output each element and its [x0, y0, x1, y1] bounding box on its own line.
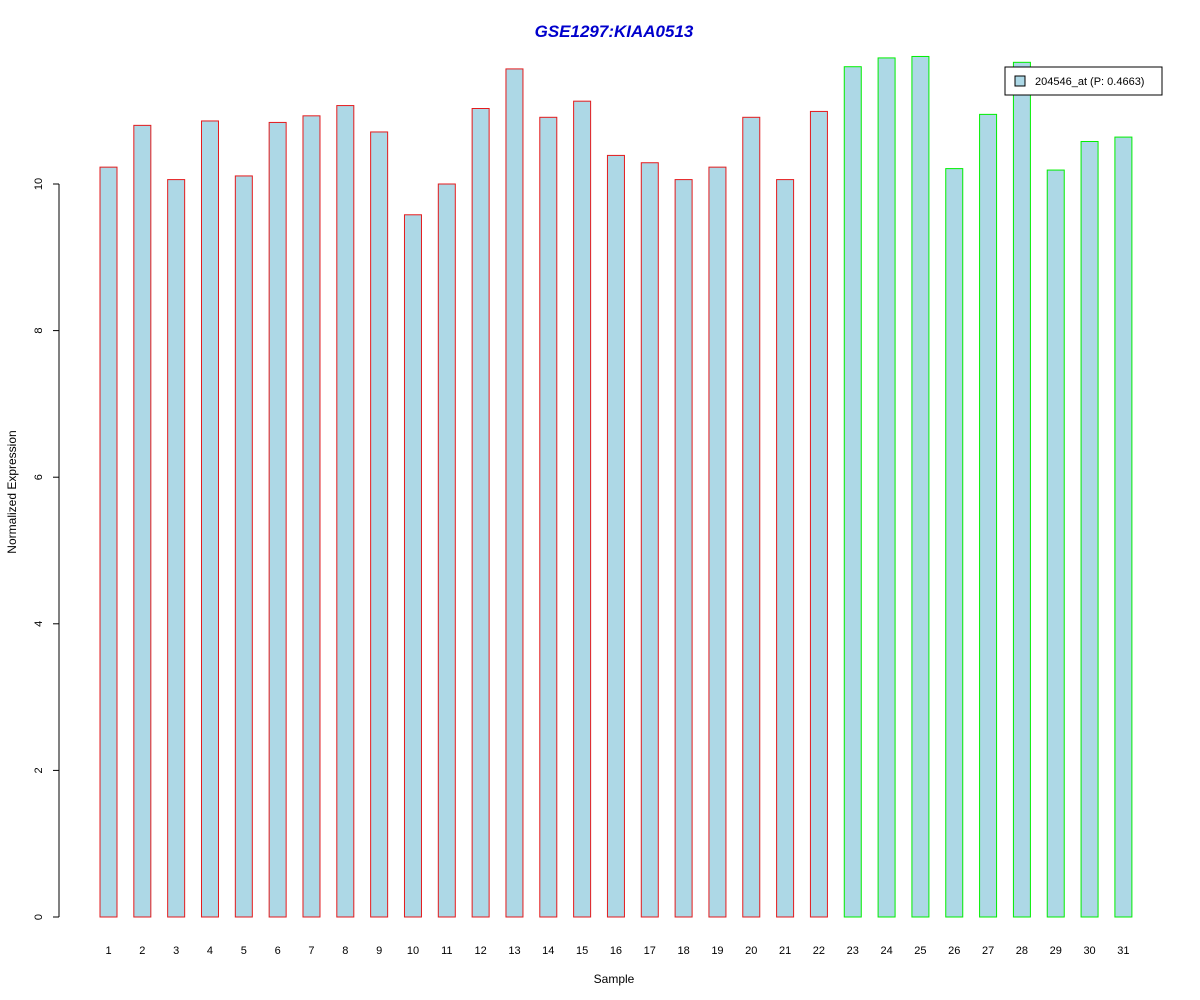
y-tick-label: 2 [33, 767, 45, 773]
bar-sample-6 [268, 121, 287, 918]
x-tick-label: 15 [576, 945, 588, 957]
x-tick-label: 3 [173, 945, 179, 957]
y-tick-label: 0 [33, 914, 45, 920]
x-tick-label: 11 [441, 945, 452, 957]
bar-sample-16 [606, 154, 625, 918]
bar-sample-12 [471, 108, 490, 918]
bar-sample-22 [809, 110, 828, 918]
x-tick-label: 6 [275, 945, 281, 957]
x-tick-label: 19 [711, 945, 723, 957]
bar-sample-29 [1046, 169, 1065, 918]
bar-sample-8 [336, 105, 355, 918]
x-tick-label: 5 [241, 945, 247, 957]
bar-sample-14 [539, 116, 558, 918]
x-tick-label: 22 [813, 945, 825, 957]
bar-sample-19 [708, 166, 727, 918]
bar-sample-20 [742, 116, 761, 918]
x-tick-label: 8 [342, 945, 348, 957]
y-axis-label: Normalized Expression [5, 430, 19, 553]
y-tick-label: 6 [33, 474, 45, 480]
x-tick-label: 16 [610, 945, 622, 957]
x-tick-label: 30 [1083, 945, 1095, 957]
y-tick-label: 10 [33, 178, 45, 190]
x-tick-labels: 1 2 3 4 5 6 7 8 9 10 11 12 13 14 15 16 17 18 19 20 21 22 23 24 2… [105, 945, 1129, 957]
x-tick-label: 12 [475, 945, 487, 957]
bar-sample-15 [573, 100, 592, 918]
bar-sample-5 [234, 175, 253, 918]
x-tick-label: 13 [508, 945, 520, 957]
x-tick-label: 24 [880, 945, 892, 957]
bar-sample-13 [505, 68, 524, 918]
x-tick-label: 7 [308, 945, 314, 957]
legend: 204546_at (P: 0.4663) [1004, 66, 1163, 96]
chart-title: GSE1297:KIAA0513 [535, 22, 694, 41]
x-tick-label: 20 [745, 945, 757, 957]
x-tick-label: 21 [779, 945, 791, 957]
x-tick-label: 2 [139, 945, 145, 957]
x-tick-label: 29 [1050, 945, 1062, 957]
bar-sample-3 [167, 179, 186, 918]
bars-group [99, 55, 1133, 918]
x-tick-label: 9 [376, 945, 382, 957]
bar-sample-4 [200, 120, 219, 918]
x-tick-label: 1 [105, 945, 111, 957]
x-tick-label: 23 [847, 945, 859, 957]
x-tick-label: 18 [677, 945, 689, 957]
x-tick-label: 28 [1016, 945, 1028, 957]
bar-sample-11 [437, 183, 456, 918]
x-tick-label: 27 [982, 945, 994, 957]
bar-sample-24 [877, 57, 896, 918]
y-tick-label: 4 [33, 621, 45, 627]
x-axis-label: Sample [594, 972, 635, 986]
x-tick-label: 17 [644, 945, 656, 957]
legend-entry-label: 204546_at (P: 0.4663) [1035, 76, 1144, 88]
y-axis: 0 2 4 6 8 10 [33, 178, 60, 920]
bar-sample-2 [133, 124, 152, 918]
bar-sample-17 [640, 162, 659, 918]
bar-sample-31 [1114, 136, 1133, 918]
x-tick-label: 25 [914, 945, 926, 957]
legend-swatch [1014, 75, 1026, 87]
bar-sample-27 [979, 113, 998, 918]
bar-sample-25 [911, 55, 930, 918]
bar-sample-18 [674, 179, 693, 918]
x-tick-label: 10 [407, 945, 419, 957]
bar-sample-1 [99, 166, 118, 918]
x-tick-label: 26 [948, 945, 960, 957]
x-tick-label: 31 [1117, 945, 1129, 957]
x-tick-label: 4 [207, 945, 213, 957]
legend-box [1004, 66, 1163, 96]
bar-sample-26 [945, 168, 964, 918]
bar-sample-10 [403, 214, 422, 918]
bar-sample-21 [776, 179, 795, 918]
y-tick-label: 8 [33, 328, 45, 334]
x-tick-label: 14 [542, 945, 554, 957]
bar-sample-30 [1080, 140, 1099, 918]
bar-sample-7 [302, 115, 321, 918]
bar-sample-28 [1012, 61, 1031, 918]
bar-sample-23 [843, 66, 862, 918]
bar-sample-9 [370, 131, 389, 918]
